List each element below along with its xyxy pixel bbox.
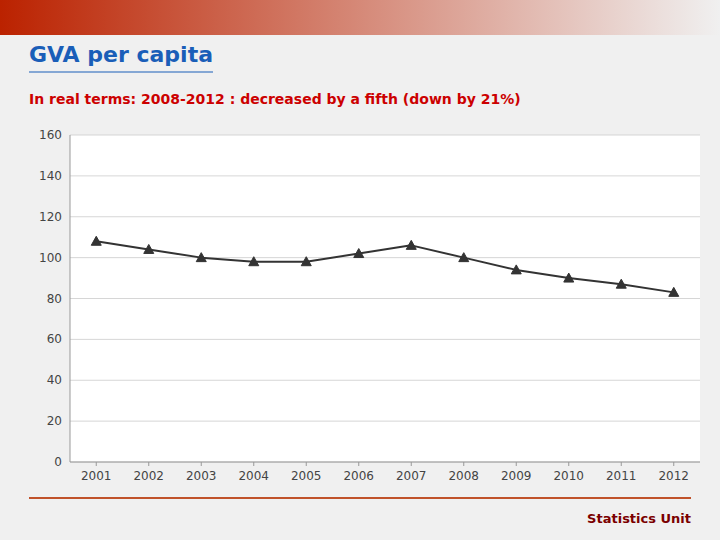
y-tick-label: 60 [47, 332, 62, 346]
grid-line [70, 339, 700, 340]
x-tick-label: 2007 [396, 469, 427, 483]
grid-line [70, 135, 700, 136]
x-tick-label: 2010 [553, 469, 584, 483]
x-tick [306, 462, 307, 466]
x-tick [516, 462, 517, 466]
y-tick-label: 100 [39, 251, 62, 265]
x-tick-label: 2005 [291, 469, 322, 483]
x-tick-label: 2006 [343, 469, 374, 483]
chart-svg: GVA per capita In real terms: 2008-2012 :… [0, 0, 720, 540]
x-axis-line [70, 462, 700, 463]
x-tick [673, 462, 674, 466]
x-tick-label: 2012 [658, 469, 689, 483]
footer-text: Statistics Unit [587, 511, 691, 526]
x-tick [253, 462, 254, 466]
x-tick-label: 2008 [448, 469, 479, 483]
x-tick [201, 462, 202, 466]
data-marker [249, 257, 259, 266]
data-marker [301, 257, 311, 266]
title-underline [29, 71, 213, 72]
grid [70, 135, 700, 462]
x-tick-label: 2011 [606, 469, 637, 483]
y-axis-line [70, 135, 71, 462]
data-marker [669, 287, 679, 296]
y-tick-label: 160 [39, 128, 62, 142]
y-tick-label: 0 [54, 455, 62, 469]
data-marker [616, 279, 626, 288]
data-line [96, 241, 674, 292]
x-tick [463, 462, 464, 466]
x-tick [411, 462, 412, 466]
data-marker [406, 240, 416, 249]
x-tick [96, 462, 97, 466]
plot-background [70, 135, 700, 462]
subtitle: In real terms: 2008-2012 : decreased by … [29, 91, 521, 107]
grid-line [70, 257, 700, 258]
background [0, 0, 720, 540]
x-tick-label: 2002 [133, 469, 164, 483]
y-tick-label: 40 [47, 373, 62, 387]
x-tick-label: 2003 [186, 469, 217, 483]
y-tick-label: 140 [39, 169, 62, 183]
grid-line [70, 298, 700, 299]
x-tick [358, 462, 359, 466]
x-tick-label: 2001 [81, 469, 112, 483]
grid-line [70, 462, 700, 463]
grid-line [70, 216, 700, 217]
header-bar [0, 0, 720, 35]
title: GVA per capita [29, 42, 213, 67]
data-marker [354, 249, 364, 258]
data-marker [511, 265, 521, 274]
data-marker [91, 236, 101, 245]
data-group [91, 236, 679, 296]
grid-line [70, 175, 700, 176]
y-tick-label: 120 [39, 210, 62, 224]
grid-line [70, 380, 700, 381]
y-tick-label: 80 [47, 292, 62, 306]
footer-line [29, 497, 691, 499]
y-tick-label: 20 [47, 414, 62, 428]
data-marker [459, 253, 469, 262]
x-tick [568, 462, 569, 466]
grid-line [70, 421, 700, 422]
x-tick [148, 462, 149, 466]
x-tick [621, 462, 622, 466]
x-tick-label: 2009 [501, 469, 532, 483]
data-marker [144, 244, 154, 253]
data-marker [196, 253, 206, 262]
data-marker [564, 273, 574, 282]
x-tick-label: 2004 [238, 469, 269, 483]
